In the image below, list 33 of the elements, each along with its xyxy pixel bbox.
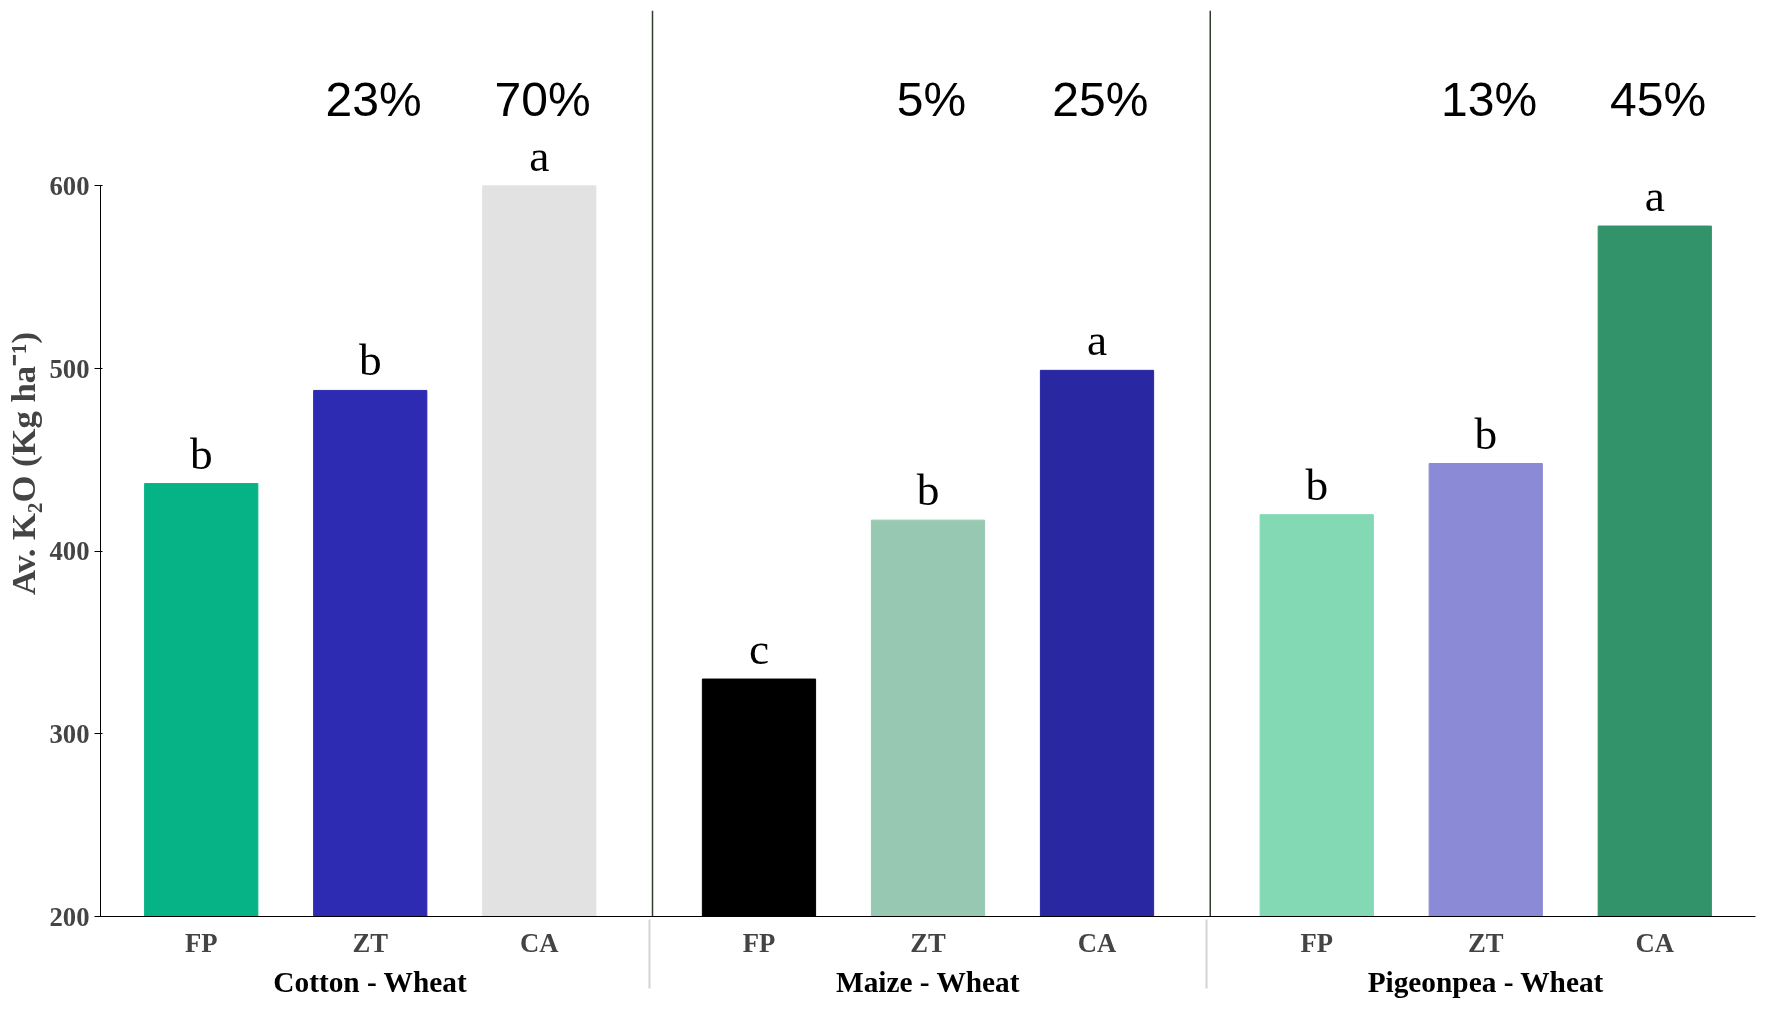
x-tick-label: CA [1635,927,1675,958]
data-label: a [529,130,550,181]
text: 45% [1610,72,1707,126]
text: 23% [325,72,422,126]
x-tick-label: ZT [1467,927,1504,958]
data-label: b [358,335,382,386]
data-label: a [1644,171,1665,222]
text: 25% [1052,72,1149,126]
x-tick-label: CA [520,927,560,958]
y-tick-label: 300 [49,718,90,749]
text: 13% [1441,72,1538,126]
text: 70% [494,72,591,126]
text: Maize - Wheat [835,965,1020,998]
y-tick-label: 200 [49,901,90,932]
data-label: b [189,428,213,479]
x-tick-label: ZT [352,927,389,958]
x-tick-label: FP [742,927,776,958]
y-tick-label: 500 [49,353,90,384]
y-tick-label: 600 [49,170,90,201]
y-tick-label: 400 [49,536,90,567]
y-axis-title: Av. K₂O (Kg ha⁻¹) [3,331,43,596]
data-label: a [1086,315,1108,366]
text: Pigeonpea - Wheat [1367,965,1604,998]
x-tick-label: ZT [910,927,946,958]
x-tick-label: FP [1300,927,1334,958]
text: 5% [896,72,967,126]
data-label: b [1305,459,1329,510]
x-tick-label: FP [184,927,218,958]
x-tick-label: CA [1077,927,1118,958]
data-label: b [1474,408,1498,459]
text: Cotton - Wheat [273,965,467,998]
data-label: c [748,624,770,675]
data-label: b [916,465,940,516]
